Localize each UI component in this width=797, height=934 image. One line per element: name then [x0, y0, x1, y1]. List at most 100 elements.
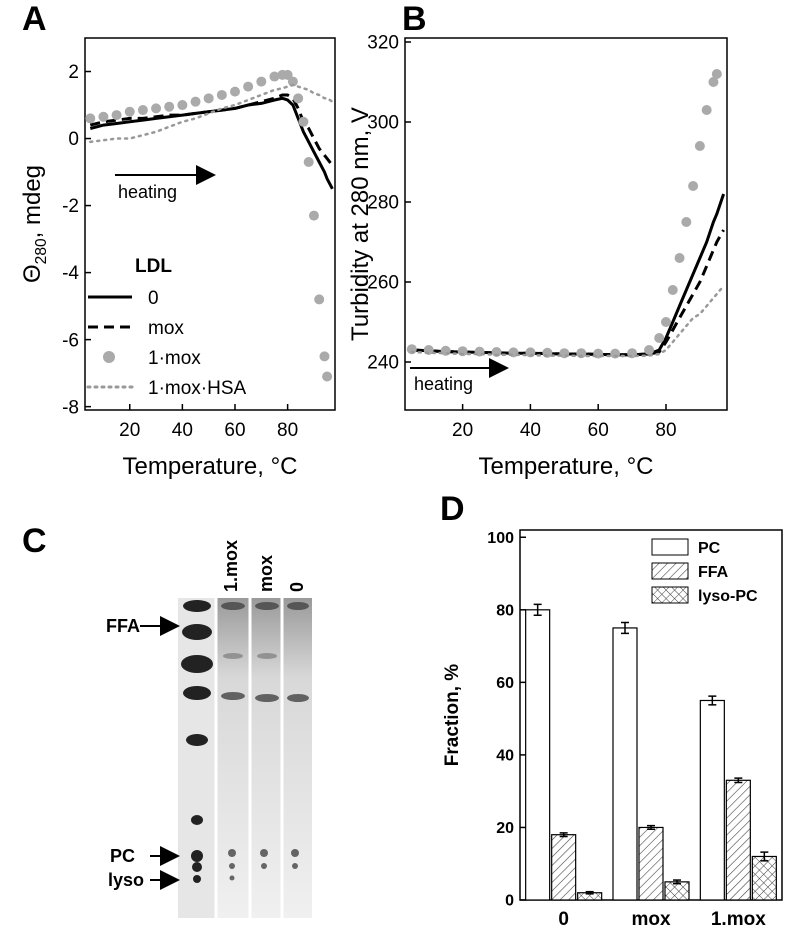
data-point: [203, 93, 214, 104]
y-tick-label: -2: [62, 196, 79, 217]
bar: [725, 779, 751, 901]
y-axis-label: Θ280, mdeg: [19, 165, 50, 283]
data-point: [308, 210, 319, 221]
data-point: [151, 103, 162, 114]
panel-letter: D: [440, 490, 465, 528]
x-axis-label: Temperature, °C: [123, 453, 298, 480]
bar: [664, 881, 690, 901]
plot-frame: [84, 37, 336, 411]
x-tick-label: mox: [631, 909, 671, 930]
y-axis-label-part: Θ: [19, 264, 46, 283]
panel-letter: A: [22, 0, 47, 38]
data-point: [124, 106, 135, 117]
data-point: [85, 113, 96, 124]
data-point: [694, 141, 705, 151]
data-point: [287, 76, 298, 87]
data-line: [89, 83, 334, 144]
lane-label: mox: [256, 555, 276, 592]
data-point: [243, 81, 254, 92]
y-axis-label-part: , mdeg: [19, 165, 46, 238]
legend-label: 0: [148, 288, 159, 309]
bar: [551, 834, 577, 901]
y-tick-label: 0: [505, 893, 514, 910]
x-tick-label: 80: [655, 420, 676, 441]
annotation: heating: [414, 374, 473, 394]
y-tick-label: -6: [62, 330, 79, 351]
x-tick-label: 0: [558, 909, 569, 930]
y-tick-label: 60: [496, 675, 514, 692]
data-point: [282, 69, 293, 80]
annotation: heating: [118, 182, 177, 202]
legend-swatch: [651, 538, 689, 556]
x-tick-label: 1.mox: [711, 909, 766, 930]
legend-label: 1·mox: [148, 348, 201, 369]
lane-label: 1.mox: [221, 540, 241, 592]
y-tick-label: 320: [367, 33, 399, 54]
y-tick-label: 0: [68, 129, 79, 150]
data-point: [314, 294, 325, 305]
data-point: [269, 71, 280, 82]
y-tick-label: 240: [367, 353, 399, 374]
panel-letter: C: [22, 522, 47, 560]
y-axis-label: Fraction, %: [442, 664, 463, 767]
lane-label: 0: [287, 582, 307, 592]
x-tick-label: 80: [277, 420, 298, 441]
panel-letter: B: [402, 0, 427, 38]
data-point: [644, 345, 655, 355]
band-label: FFA: [106, 616, 140, 636]
data-point: [111, 110, 122, 121]
bar: [525, 609, 551, 901]
y-tick-label: -4: [62, 263, 79, 284]
data-point: [256, 76, 267, 87]
bar: [638, 826, 664, 901]
data-point: [190, 96, 201, 107]
x-tick-label: 60: [224, 420, 245, 441]
y-axis-label-part: 280: [33, 238, 50, 264]
data-point: [708, 77, 719, 87]
y-tick-label: 20: [496, 820, 514, 837]
data-line: [89, 93, 334, 167]
legend-title: LDL: [135, 256, 172, 277]
data-line: [410, 284, 725, 358]
y-tick-label: 280: [367, 193, 399, 214]
bar: [612, 627, 638, 901]
bar: [751, 855, 777, 901]
y-tick-label: 260: [367, 273, 399, 294]
bar: [699, 699, 725, 901]
data-point: [298, 116, 309, 127]
data-point: [319, 351, 330, 362]
x-tick-label: 20: [452, 420, 473, 441]
legend-label: lyso-PC: [698, 588, 758, 605]
legend-label: PC: [698, 540, 721, 557]
y-tick-label: 40: [496, 748, 514, 765]
x-tick-label: 40: [520, 420, 541, 441]
y-tick-label: 2: [68, 62, 79, 83]
legend-label: 1·mox·HSA: [148, 378, 247, 399]
y-axis-label-part: Fraction, %: [442, 664, 463, 767]
data-point: [654, 333, 665, 343]
data-point: [688, 181, 699, 191]
data-point: [667, 285, 678, 295]
data-line: [411, 193, 726, 357]
data-point: [303, 157, 314, 167]
data-point: [164, 101, 175, 112]
x-tick-label: 40: [172, 420, 193, 441]
gel-image: [140, 598, 312, 918]
y-axis-label: Turbidity at 280 nm, V: [347, 107, 374, 341]
legend-label: FFA: [698, 564, 729, 581]
y-tick-label: -8: [62, 397, 79, 418]
y-tick-label: 300: [367, 113, 399, 134]
band-label: lyso: [108, 870, 144, 890]
band-label: PC: [110, 846, 135, 866]
x-tick-label: 60: [588, 420, 609, 441]
data-point: [701, 105, 712, 115]
y-axis-label-part: Turbidity at 280 nm, V: [347, 107, 374, 341]
plot-frame: [404, 37, 728, 411]
data-point: [137, 105, 148, 116]
data-point: [293, 93, 304, 104]
data-point: [681, 217, 692, 227]
data-point: [674, 253, 685, 263]
x-tick-label: 20: [119, 420, 140, 441]
legend-swatch: [103, 351, 115, 363]
